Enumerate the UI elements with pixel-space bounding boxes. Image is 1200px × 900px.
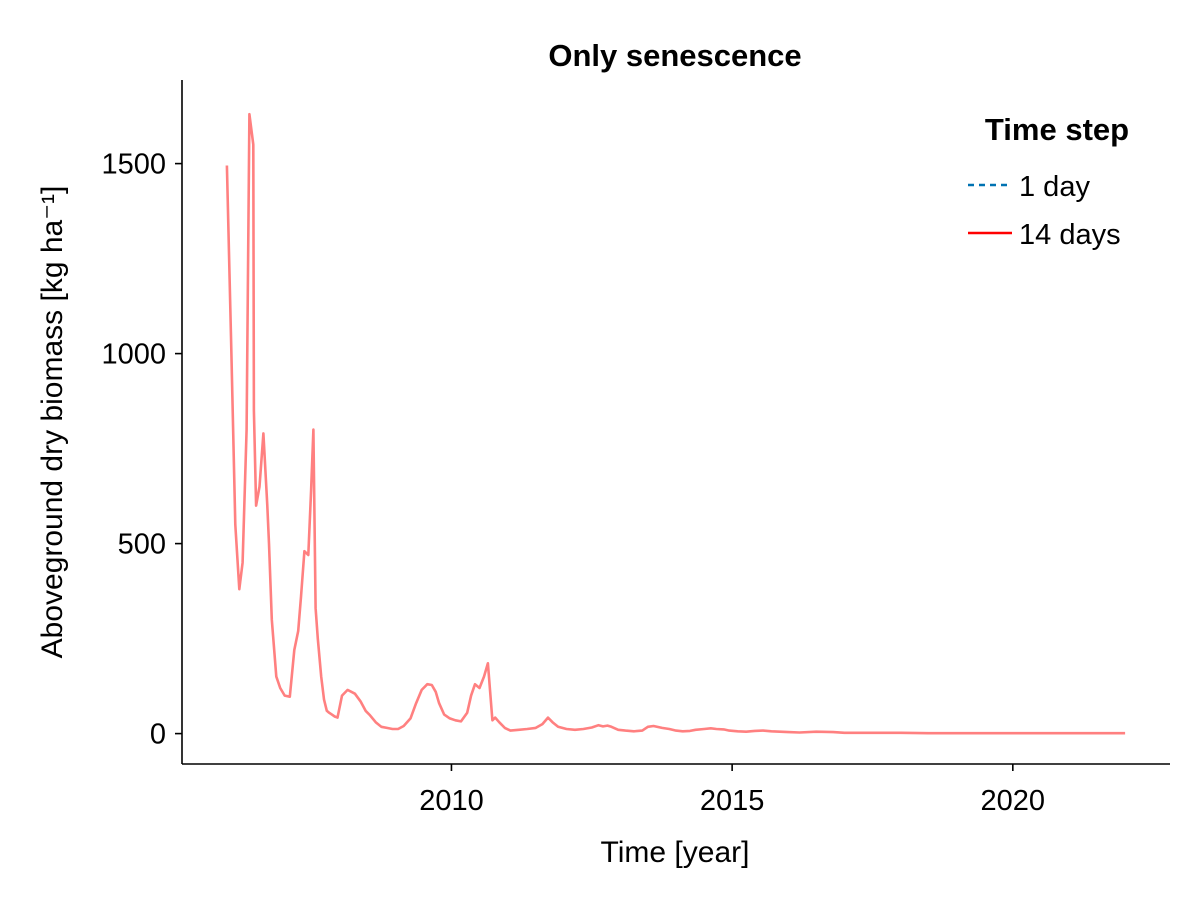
y-tick-label: 1500 [101, 149, 166, 181]
plot-series [225, 112, 1126, 735]
y-tick-label: 500 [118, 529, 166, 561]
y-axis-label: Aboveground dry biomass [kg ha⁻¹] [36, 186, 69, 659]
x-tick-label: 2020 [981, 785, 1046, 817]
x-tick-label: 2010 [419, 785, 484, 817]
x-tick-label: 2015 [700, 785, 765, 817]
legend: Time step 1 day 14 days [968, 112, 1129, 251]
y-tick-label: 1000 [101, 339, 166, 371]
x-axis-label: Time [year] [601, 836, 750, 869]
legend-label-1-day: 1 day [1019, 171, 1090, 203]
series-line-14-days [225, 112, 1126, 735]
y-tick-label: 0 [150, 719, 166, 751]
legend-label-14-days: 14 days [1019, 219, 1121, 251]
chart-title: Only senescence [548, 38, 801, 73]
y-axis-ticks: 0 500 1000 1500 [101, 149, 182, 751]
x-axis-ticks: 2010 2015 2020 [419, 764, 1045, 817]
legend-title: Time step [985, 112, 1129, 147]
